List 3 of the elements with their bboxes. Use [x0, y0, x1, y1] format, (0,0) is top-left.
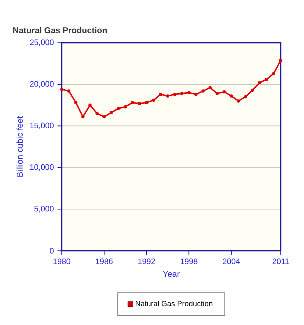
chart-title: Natural Gas Production — [14, 27, 107, 34]
x-axis-title: Year — [163, 271, 180, 278]
y-axis-title: Billion cubic feet — [16, 116, 24, 177]
